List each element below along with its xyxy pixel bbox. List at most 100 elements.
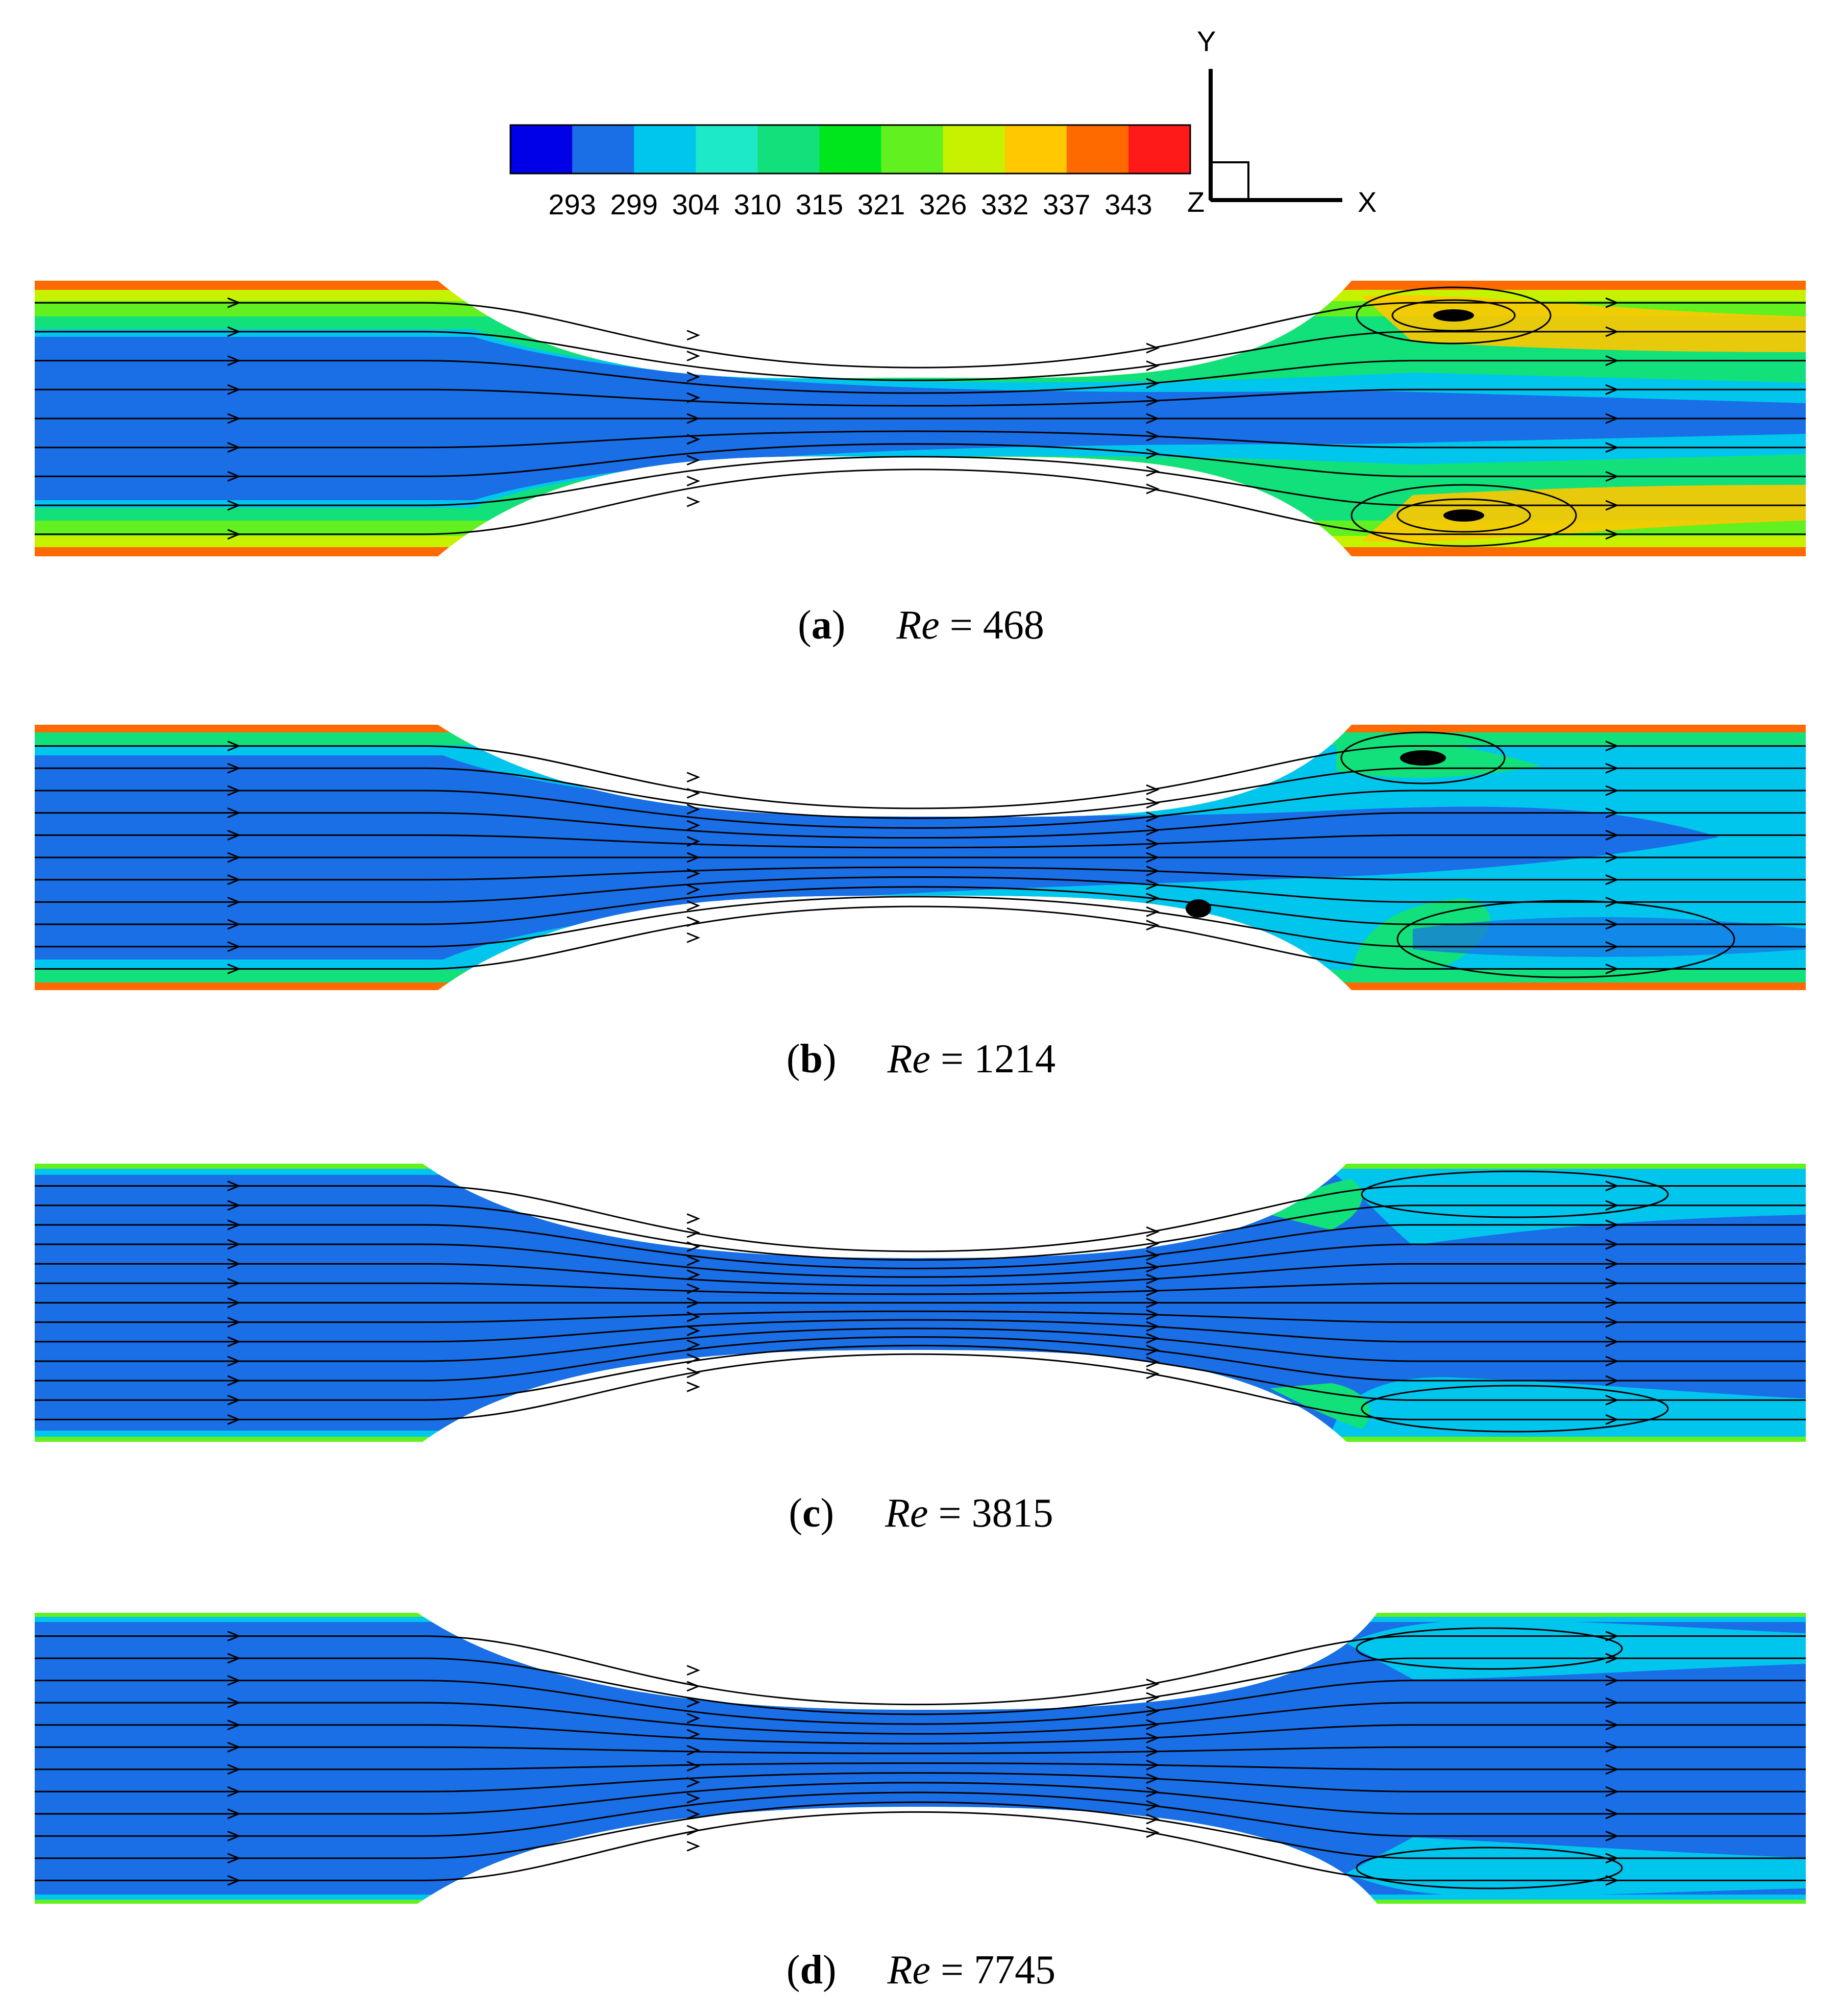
streamline-arrow xyxy=(686,772,700,783)
streamline-arrow xyxy=(1605,1297,1619,1308)
streamline xyxy=(35,1185,1806,1252)
streamline-arrow xyxy=(227,1764,241,1775)
streamline xyxy=(35,812,1806,839)
streamline-arrow xyxy=(227,297,241,308)
streamline xyxy=(35,1772,1806,1792)
streamline-arrow xyxy=(1146,866,1160,876)
caption-d: (d) Re = 7745 xyxy=(786,1948,1056,1993)
legend-swatch xyxy=(510,125,573,174)
streamline-arrow xyxy=(227,1317,241,1328)
flow-panel-b xyxy=(35,725,1806,990)
re-value: 468 xyxy=(983,603,1044,648)
streamline xyxy=(35,1327,1806,1362)
streamline-arrow xyxy=(1605,1764,1619,1775)
streamline-arrow xyxy=(1605,413,1619,424)
streamline-arrow xyxy=(686,788,700,799)
streamline-arrow xyxy=(1146,1273,1160,1285)
streamline-arrow xyxy=(1146,839,1160,849)
streamline-arrow xyxy=(1146,1759,1160,1771)
streamline-arrow xyxy=(227,384,241,395)
streamline-arrow xyxy=(1605,1394,1619,1406)
streamline-arrow xyxy=(227,355,241,366)
streamline-arrow xyxy=(686,1227,700,1238)
streamline-arrow xyxy=(686,1697,700,1708)
streamline-arrow xyxy=(1605,964,1619,974)
vortex-core-lower xyxy=(1443,509,1484,522)
caption-c: (c) Re = 3815 xyxy=(789,1491,1053,1536)
streamline xyxy=(35,1319,1806,1343)
streamline xyxy=(35,1811,1806,1881)
x-axis-label: X xyxy=(1358,186,1377,218)
streamline-arrow xyxy=(227,874,241,886)
streamline-arrow xyxy=(1605,1786,1619,1797)
flow-panel-a xyxy=(35,281,1806,556)
streamline-arrow xyxy=(686,836,700,847)
panel-label: a xyxy=(811,603,832,648)
vortex-core-upper xyxy=(1400,750,1446,766)
streamline-arrow xyxy=(1605,326,1619,337)
streamline-arrow xyxy=(227,1239,241,1250)
streamline-arrow xyxy=(1605,1697,1619,1708)
streamline-arrow xyxy=(227,1653,241,1664)
streamlines xyxy=(35,1181,1806,1425)
streamline-arrow xyxy=(1146,466,1160,477)
streamline-arrow xyxy=(686,1792,700,1804)
streamline-arrow xyxy=(1605,1239,1619,1250)
streamline xyxy=(35,1336,1806,1382)
streamline xyxy=(35,1282,1806,1295)
streamline-arrow xyxy=(1146,798,1160,809)
streamline-arrow xyxy=(1146,1679,1160,1689)
legend-swatch xyxy=(1004,125,1067,174)
streamline-arrow xyxy=(686,1339,700,1350)
streamline-arrow xyxy=(227,852,241,863)
streamline-arrow xyxy=(1146,342,1160,354)
streamline-arrow xyxy=(1146,1262,1160,1273)
streamline-arrow xyxy=(686,1665,700,1676)
streamline-arrow xyxy=(227,829,241,841)
streamline-arrow xyxy=(227,785,241,796)
streamline-arrow xyxy=(1605,941,1619,952)
streamline xyxy=(35,1680,1806,1725)
streamline-arrow xyxy=(227,763,241,774)
streamline xyxy=(35,1263,1806,1287)
streamline xyxy=(35,866,1806,881)
legend-frame xyxy=(509,124,1191,175)
streamline-arrow xyxy=(1146,1719,1160,1730)
streamline-arrow xyxy=(1146,483,1160,495)
streamline-arrow xyxy=(1146,879,1160,890)
streamline-arrow xyxy=(1146,1773,1160,1784)
streamline-arrow xyxy=(227,1719,241,1731)
streamline-arrow xyxy=(1605,1277,1619,1289)
streamline xyxy=(35,767,1806,819)
streamline-arrow xyxy=(686,1681,700,1692)
re-symbol: Re xyxy=(887,1037,931,1081)
caption-b: (b) Re = 1214 xyxy=(786,1037,1056,1081)
streamline-arrow xyxy=(686,1809,700,1820)
streamline-arrow xyxy=(227,529,241,540)
streamline-arrow xyxy=(1605,1808,1619,1820)
streamline-arrow xyxy=(227,1853,241,1864)
caption-a: (a) Re = 468 xyxy=(798,603,1044,648)
streamline xyxy=(35,456,1806,506)
streamline xyxy=(35,302,1806,368)
re-symbol: Re xyxy=(887,1948,931,1993)
panel-label: b xyxy=(800,1037,823,1081)
streamline-arrow xyxy=(227,919,241,930)
streamline-arrow xyxy=(686,1729,700,1740)
legend-swatch xyxy=(572,125,634,174)
streamline-arrow xyxy=(1146,1746,1160,1757)
streamline-arrow xyxy=(1605,1830,1619,1841)
streamline-arrow xyxy=(686,1213,700,1224)
streamline xyxy=(35,876,1806,903)
streamline-arrow xyxy=(1146,360,1160,371)
streamline-arrow xyxy=(686,413,700,424)
legend-tick-label: 321 xyxy=(857,188,905,220)
streamlines xyxy=(35,1631,1806,1886)
streamline-arrow xyxy=(1605,919,1619,930)
streamline xyxy=(35,1724,1806,1744)
streamline-arrow xyxy=(227,1675,241,1686)
temperature-color-legend: 293 299 304 310 315 321 326 332 337 343 Y X Z xyxy=(509,25,1377,220)
streamline-arrow xyxy=(1146,396,1160,406)
streamline-arrow xyxy=(227,1697,241,1708)
streamline-arrow xyxy=(686,351,700,361)
